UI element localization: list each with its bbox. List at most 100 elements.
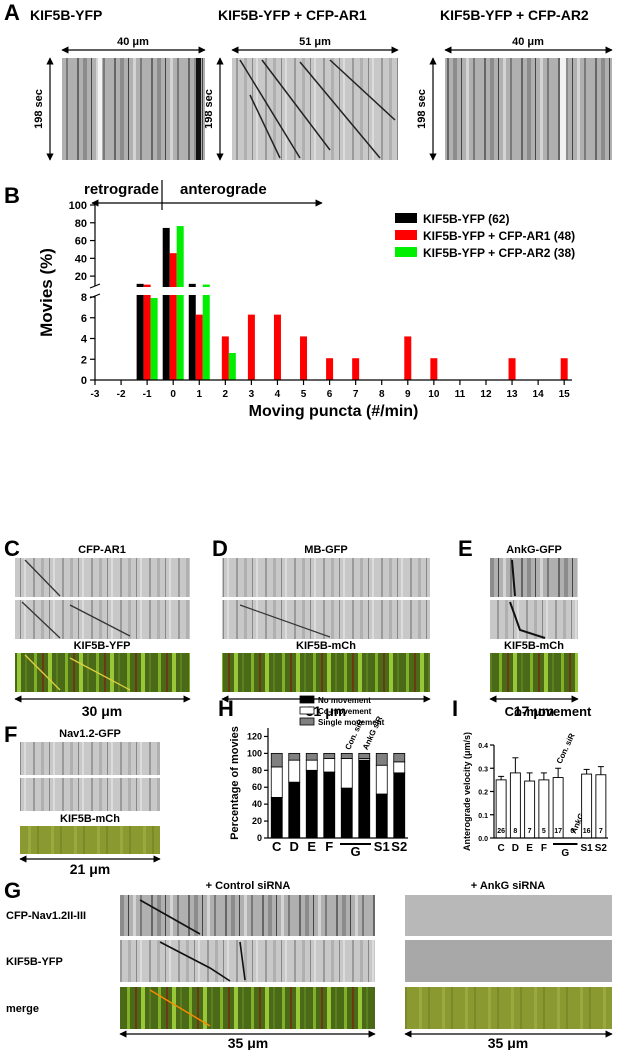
y-tick-label: 0.3: [478, 766, 488, 773]
legend-label: Co-movement: [318, 707, 372, 716]
bar-segment: [270, 752, 283, 768]
x-tick-label: 15: [559, 389, 571, 400]
x-tick-label: 11: [455, 389, 466, 400]
bar: [273, 314, 281, 380]
row-label: merge: [6, 1003, 39, 1015]
x-tick-label: 4: [275, 389, 281, 400]
n-label: 47: [359, 825, 369, 835]
n-label: 16: [583, 828, 591, 835]
x-tick-label: E: [526, 843, 533, 854]
y-tick-label: 0.2: [478, 790, 488, 797]
bar-segment: [358, 752, 371, 759]
n-label: 7: [599, 828, 603, 835]
n-label: 48: [272, 825, 282, 835]
time-label: 198 sec: [416, 89, 428, 129]
y-tick-label: 0: [81, 375, 87, 387]
scale-label: 17 μm: [514, 703, 554, 719]
condition-label: + AnkG siRNA: [471, 880, 546, 892]
y-tick-label: 0.1: [478, 813, 488, 820]
n-label: 66: [324, 825, 334, 835]
kymograph-track: [24, 654, 131, 691]
x-tick-label: S2: [595, 843, 608, 854]
kymograph: [405, 895, 612, 936]
bar: [404, 336, 412, 380]
merge-kymograph: [222, 653, 430, 692]
kymograph-track: [509, 559, 546, 639]
axis-break-gap: [87, 287, 572, 295]
y-tick-label: 0.0: [478, 836, 488, 843]
x-tick-label: D: [512, 843, 519, 854]
x-tick-label: 7: [353, 389, 359, 400]
bar: [176, 226, 184, 380]
panel-label: I: [452, 696, 458, 721]
channel-label: Nav1.2-GFP: [59, 728, 121, 740]
x-tick-label: -3: [91, 389, 100, 400]
bar: [136, 283, 144, 380]
bar-segment: [375, 752, 388, 766]
kymograph-streak: [98, 58, 102, 160]
panel-title: KIF5B-YFP: [30, 7, 102, 23]
y-tick-label: 0.4: [478, 743, 488, 750]
panel-label: D: [212, 536, 228, 561]
kymograph-streak: [560, 58, 566, 160]
n-label: 17: [554, 828, 562, 835]
scale-label: 31 μm: [306, 703, 346, 719]
x-tick-label: 10: [428, 389, 440, 400]
scale-label: 21 μm: [70, 861, 110, 877]
legend-label: KIF5B-YFP (62): [423, 212, 509, 226]
kymograph: [490, 600, 578, 639]
bar: [169, 253, 177, 380]
bar: [326, 358, 334, 380]
kymograph: [490, 558, 578, 597]
x-tick-label: F: [325, 839, 333, 854]
panel-label: G: [4, 878, 21, 903]
panel-title: KIF5B-YFP + CFP-AR2: [440, 7, 589, 23]
x-tick-label: 0: [170, 389, 176, 400]
scale-label: 35 μm: [488, 1035, 528, 1050]
x-tick-label: 5: [301, 389, 307, 400]
y-tick-label: 6: [81, 313, 87, 325]
kymograph: [445, 58, 612, 160]
x-tick-label: 6: [327, 389, 333, 400]
bar-segment: [323, 758, 336, 773]
x-tick-label: 14: [533, 389, 545, 400]
n-label: 0: [570, 828, 574, 835]
merge-kymograph: [405, 987, 612, 1029]
x-tick-label: F: [541, 843, 547, 854]
legend-swatch: [299, 695, 315, 704]
merge-kymograph: [120, 987, 375, 1029]
kymograph: [120, 895, 375, 936]
bar: [188, 283, 196, 380]
x-tick-label: 3: [249, 389, 255, 400]
subcategory-label: Con. siR: [555, 732, 577, 765]
legend-label: No movement: [318, 696, 371, 705]
scale-label: 40 μm: [117, 36, 149, 48]
n-label: 26: [497, 828, 505, 835]
chart-title: Co-movement: [505, 704, 592, 719]
annotation: anterograde: [180, 181, 267, 198]
bar: [221, 336, 229, 380]
kymograph-streak: [196, 58, 201, 160]
scale-label: 51 μm: [299, 36, 331, 48]
bar: [560, 358, 568, 380]
y-tick-label: 60: [75, 236, 87, 248]
legend-swatch: [299, 706, 315, 715]
time-label: 198 sec: [203, 89, 215, 129]
bar-segment: [393, 752, 406, 763]
panel-label: H: [218, 696, 234, 721]
y-tick-label: 80: [75, 218, 87, 230]
n-label: 42: [377, 825, 387, 835]
n-label: 68: [394, 825, 404, 835]
axis-break: [89, 283, 101, 289]
kymograph: [15, 558, 190, 597]
y-tick-label: 20: [252, 816, 262, 826]
y-tick-label: 40: [75, 253, 87, 265]
n-label: 56: [342, 825, 352, 835]
kymograph: [62, 58, 205, 160]
channel-label: CFP-AR1: [78, 544, 126, 556]
channel-label: MB-GFP: [304, 544, 347, 556]
x-tick-label: 1: [196, 389, 202, 400]
scale-label: 35 μm: [228, 1035, 268, 1050]
bar-segment: [375, 764, 388, 795]
x-tick-label: S1: [581, 843, 594, 854]
